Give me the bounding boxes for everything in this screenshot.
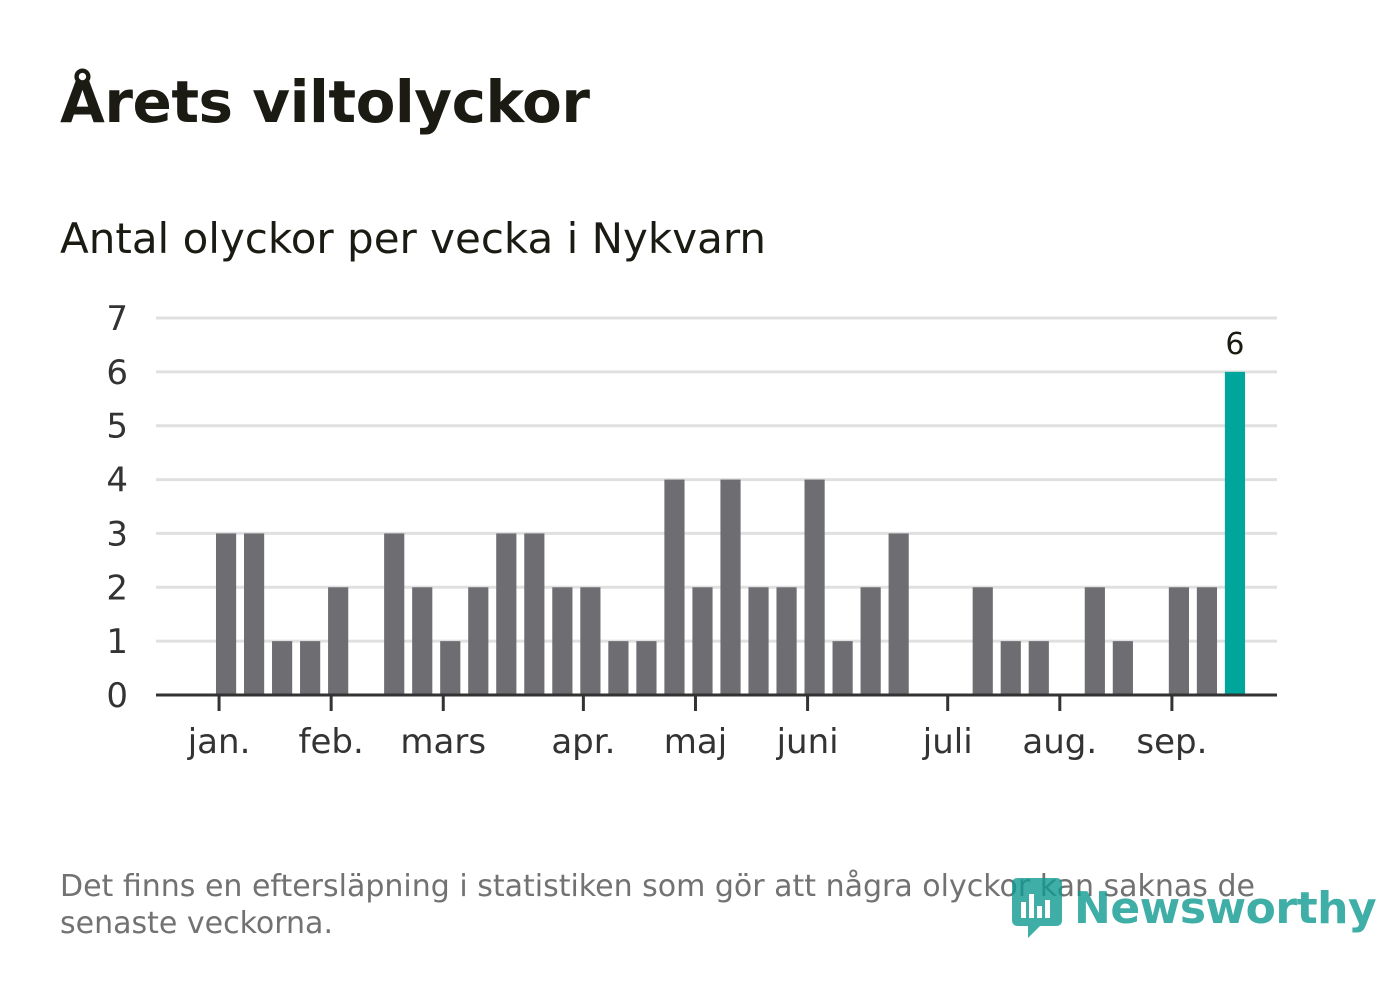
gridlines xyxy=(156,316,1277,643)
x-tick-label: aug. xyxy=(1022,722,1097,762)
bar xyxy=(1028,641,1049,695)
bar xyxy=(580,587,601,695)
chart-subtitle: Antal olyckor per vecka i Nykvarn xyxy=(60,214,766,263)
x-axis: jan. feb. mars apr. maj juni juli aug. sep. xyxy=(156,693,1277,762)
bar xyxy=(1224,371,1246,695)
x-tick-label: sep. xyxy=(1136,722,1207,762)
bar xyxy=(804,479,825,695)
bars xyxy=(215,371,1246,695)
y-axis-ticks: 0 1 2 3 4 5 6 7 xyxy=(106,299,128,716)
bar xyxy=(664,479,685,695)
y-tick-label: 3 xyxy=(106,514,128,554)
brand-name: Newsworthy xyxy=(1074,882,1377,934)
bar xyxy=(496,533,517,695)
y-tick-label: 4 xyxy=(106,461,128,501)
bar xyxy=(720,479,741,695)
y-tick-label: 0 xyxy=(106,676,128,716)
bar xyxy=(860,587,881,695)
bar xyxy=(1084,587,1105,695)
y-tick-label: 1 xyxy=(106,622,128,662)
bar xyxy=(608,641,629,695)
bar-chart: 0 1 2 3 4 5 6 7 6 jan. feb. mars apr. maj juni juli au… xyxy=(106,299,1277,762)
bar xyxy=(692,587,713,695)
x-tick-label: juni xyxy=(776,722,839,762)
bar xyxy=(832,641,853,695)
x-tick-label: maj xyxy=(664,722,727,762)
bar xyxy=(776,587,797,695)
x-tick-label: apr. xyxy=(551,722,615,762)
brand-logo: Newsworthy xyxy=(1010,876,1377,940)
bar xyxy=(972,587,993,695)
bar xyxy=(1000,641,1021,695)
bar xyxy=(1112,641,1133,695)
bar xyxy=(748,587,769,695)
bar xyxy=(468,587,489,695)
y-tick-label: 5 xyxy=(106,407,128,447)
bar xyxy=(1168,587,1190,695)
y-tick-label: 2 xyxy=(106,568,128,608)
y-tick-label: 6 xyxy=(106,353,128,393)
bar xyxy=(215,533,237,695)
bar xyxy=(272,641,293,695)
bar xyxy=(300,641,321,695)
x-tick-label: feb. xyxy=(299,722,364,762)
bar xyxy=(328,587,349,695)
chart-title: Årets viltolyckor xyxy=(60,68,590,136)
bar xyxy=(888,533,909,695)
y-tick-label: 7 xyxy=(106,299,128,339)
data-labels: 6 xyxy=(1225,327,1244,362)
x-tick-label: jan. xyxy=(187,722,251,762)
x-tick-label: mars xyxy=(400,722,486,762)
bar xyxy=(1196,587,1218,695)
x-tick-label: juli xyxy=(922,722,973,762)
bar xyxy=(524,533,545,695)
bar xyxy=(552,587,573,695)
bar xyxy=(384,533,405,695)
data-label: 6 xyxy=(1225,327,1244,362)
bar-chart-bubble-icon xyxy=(1012,878,1062,938)
bar xyxy=(412,587,433,695)
bar xyxy=(636,641,657,695)
bar xyxy=(440,641,461,695)
bar xyxy=(243,533,265,695)
